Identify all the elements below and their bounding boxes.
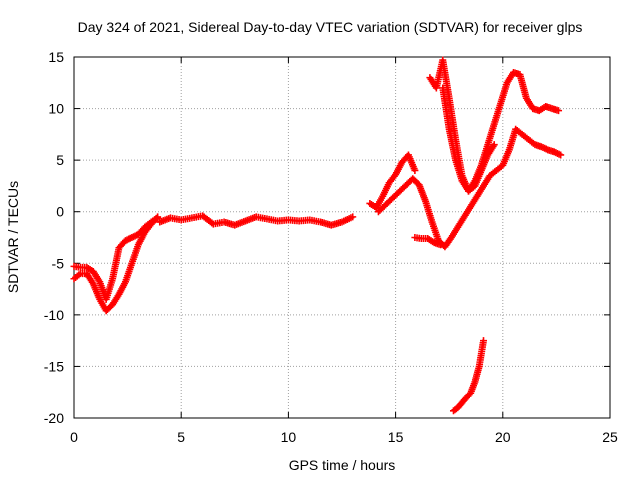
axis-ticks [73,56,611,419]
y-tick-label: -20 [44,410,64,426]
x-tick-label: 0 [70,429,78,445]
series-trace-f-dip [411,234,445,249]
series-trace-c-flat [156,212,357,229]
data-point [480,337,488,345]
y-tick-label: 5 [56,152,64,168]
x-tick-label: 25 [602,429,618,445]
y-tick-label: 0 [56,204,64,220]
data-point [490,141,498,149]
series-trace-e-evening-low [374,175,481,251]
y-tick-label: 15 [48,49,64,65]
x-axis-label: GPS time / hours [289,457,396,473]
grid-lines [74,57,610,418]
data-point [154,214,162,222]
chart-title: Day 324 of 2021, Sidereal Day-to-day VTE… [78,19,583,35]
y-axis-label: SDTVAR / TECUs [5,181,21,293]
series-trace-b-high [70,214,162,303]
y-tick-label: 10 [48,101,64,117]
x-tick-label: 20 [495,429,511,445]
data-point [555,107,563,115]
y-tick-label: -10 [44,307,64,323]
series-trace-j-bottom [449,337,488,415]
series-trace-d-evening [366,151,419,212]
series-trace-a-low [70,213,162,315]
plot-frame [73,56,611,419]
y-tick-label: -5 [52,255,65,271]
y-tick-labels: 15 10 5 0 -5 -10 -15 -20 [44,49,64,426]
data-point [557,151,565,159]
x-tick-labels: 0 5 10 15 20 25 [70,429,618,445]
data-point [411,166,419,174]
x-tick-label: 10 [281,429,297,445]
x-tick-label: 5 [177,429,185,445]
data-points [70,56,565,415]
series-trace-i-late [473,125,565,200]
x-tick-label: 15 [388,429,404,445]
data-point [349,213,357,221]
data-point [437,241,445,249]
series-trace-h-rebound [439,68,563,195]
y-tick-label: -15 [44,358,64,374]
